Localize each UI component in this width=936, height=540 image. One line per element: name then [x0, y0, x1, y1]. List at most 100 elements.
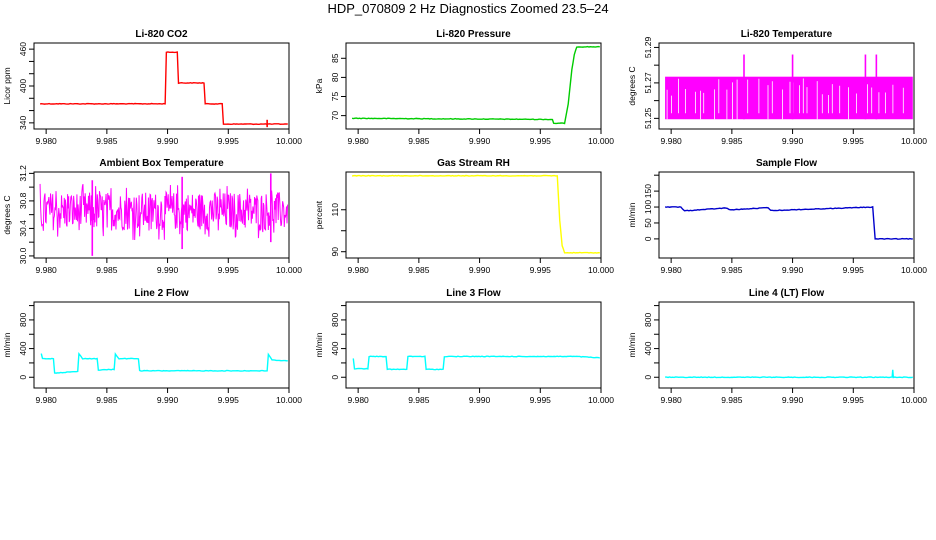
- plot-frame: [345, 301, 602, 389]
- x-tick-label: 9.985: [721, 136, 743, 146]
- panel-9: Line 4 (LT) Flow 9.980 9.985 9.990 9.995 10.0…: [627, 288, 927, 405]
- plot-frame: [345, 171, 602, 259]
- series-line: [664, 205, 913, 240]
- x-tick-label: 10.000: [901, 136, 927, 146]
- panel-title: Line 2 Flow: [134, 288, 189, 299]
- y-tick-label: 800: [643, 313, 653, 327]
- y-tick-label: 110: [330, 203, 340, 217]
- x-tick-label: 9.995: [530, 136, 552, 146]
- x-tick-label: 9.980: [348, 265, 370, 275]
- panel-8: Line 3 Flow 9.980 9.985 9.990 9.995 10.000 0 40…: [314, 288, 614, 405]
- x-tick-label: 9.995: [843, 395, 865, 405]
- x-tick-label: 9.995: [218, 395, 240, 405]
- x-tick-label: 10.000: [901, 265, 927, 275]
- y-tick-label: 51.29: [643, 37, 653, 59]
- panel-2: Li-820 Pressure 9.980 9.985 9.990 9.995 10.00…: [314, 29, 614, 146]
- panel-4: Ambient Box Temperature 9.980 9.985 9.990 9.…: [2, 158, 302, 275]
- panel-3: Li-820 Temperature 9.980 9.985 9.990 9.995 10…: [627, 29, 927, 146]
- x-tick-label: 9.990: [157, 265, 179, 275]
- y-axis-label: Licor ppm: [2, 67, 12, 104]
- y-tick-label: 150: [643, 184, 653, 198]
- y-tick-label: 0: [330, 375, 340, 380]
- x-tick-label: 9.995: [843, 265, 865, 275]
- panel-title: Sample Flow: [756, 158, 817, 169]
- x-tick-label: 9.990: [157, 395, 179, 405]
- y-tick-label: 400: [330, 341, 340, 355]
- x-tick-label: 9.990: [469, 265, 491, 275]
- x-tick-label: 9.995: [218, 136, 240, 146]
- series-line: [39, 183, 288, 241]
- y-tick-label: 51.25: [643, 107, 653, 129]
- y-tick-label: 80: [330, 72, 340, 82]
- y-axis-label: percent: [314, 200, 324, 229]
- x-tick-label: 9.990: [469, 136, 491, 146]
- x-tick-label: 10.000: [276, 265, 302, 275]
- plot-frame: [33, 301, 290, 389]
- y-tick-label: 400: [18, 79, 28, 93]
- y-tick-label: 460: [18, 42, 28, 56]
- panel-title: Li-820 CO2: [135, 29, 188, 40]
- panel-title: Li-820 Temperature: [741, 29, 833, 40]
- x-tick-label: 9.990: [782, 136, 804, 146]
- y-tick-label: 31.2: [18, 165, 28, 182]
- panel-5: Gas Stream RH 9.980 9.985 9.990 9.995 10.000 9…: [314, 158, 614, 275]
- plot-frame: [345, 42, 602, 130]
- y-axis-label: ml/min: [627, 332, 637, 357]
- series-gaps: [666, 78, 904, 120]
- y-axis-label: ml/min: [627, 202, 637, 227]
- x-tick-label: 9.980: [348, 136, 370, 146]
- x-tick-label: 10.000: [588, 395, 614, 405]
- x-tick-label: 9.985: [96, 395, 118, 405]
- y-tick-label: 30.8: [18, 192, 28, 209]
- y-tick-label: 90: [330, 247, 340, 257]
- y-axis-label: ml/min: [2, 332, 12, 357]
- series-line: [665, 369, 913, 379]
- x-tick-label: 9.995: [530, 265, 552, 275]
- y-tick-label: 800: [330, 313, 340, 327]
- panel-title: Li-820 Pressure: [436, 29, 511, 40]
- panel-7: Line 2 Flow 9.980 9.985 9.990 9.995 10.000 0 40…: [2, 288, 302, 405]
- x-tick-label: 10.000: [588, 136, 614, 146]
- y-tick-label: 70: [330, 111, 340, 121]
- x-tick-label: 9.980: [348, 395, 370, 405]
- x-tick-label: 9.990: [782, 395, 804, 405]
- plot-frame: [658, 171, 915, 259]
- x-tick-label: 9.980: [661, 136, 683, 146]
- y-tick-label: 340: [18, 115, 28, 129]
- plot-frame: [658, 42, 915, 130]
- panel-title: Line 4 (LT) Flow: [749, 288, 825, 299]
- y-tick-label: 85: [330, 53, 340, 63]
- y-tick-label: 0: [643, 236, 653, 241]
- panel-title: Gas Stream RH: [437, 158, 510, 169]
- figure-title: HDP_070809 2 Hz Diagnostics Zoomed 23.5–…: [327, 1, 609, 16]
- x-tick-label: 9.990: [157, 136, 179, 146]
- y-tick-label: 0: [18, 375, 28, 380]
- x-tick-label: 9.980: [36, 265, 58, 275]
- y-tick-label: 400: [18, 341, 28, 355]
- x-tick-label: 10.000: [276, 395, 302, 405]
- panel-6: Sample Flow 9.980 9.985 9.990 9.995 10.000 0 50…: [627, 158, 927, 275]
- series-line: [39, 51, 288, 126]
- y-tick-label: 0: [643, 375, 653, 380]
- y-tick-label: 30.0: [18, 247, 28, 264]
- x-tick-label: 10.000: [901, 395, 927, 405]
- x-tick-label: 9.985: [408, 395, 430, 405]
- x-tick-label: 9.980: [661, 395, 683, 405]
- x-tick-label: 9.995: [218, 265, 240, 275]
- x-tick-label: 9.985: [408, 265, 430, 275]
- x-tick-label: 10.000: [276, 136, 302, 146]
- y-tick-label: 75: [330, 92, 340, 102]
- series-line: [351, 45, 600, 125]
- y-tick-label: 50: [643, 218, 653, 228]
- panel-title: Ambient Box Temperature: [99, 158, 224, 169]
- x-tick-label: 9.995: [843, 136, 865, 146]
- plot-frame: [33, 42, 290, 130]
- x-tick-label: 9.980: [661, 265, 683, 275]
- x-tick-label: 10.000: [588, 265, 614, 275]
- y-tick-label: 30.4: [18, 220, 28, 237]
- series-line: [351, 174, 600, 254]
- y-tick-label: 100: [643, 200, 653, 214]
- y-tick-label: 400: [643, 341, 653, 355]
- x-tick-label: 9.990: [782, 265, 804, 275]
